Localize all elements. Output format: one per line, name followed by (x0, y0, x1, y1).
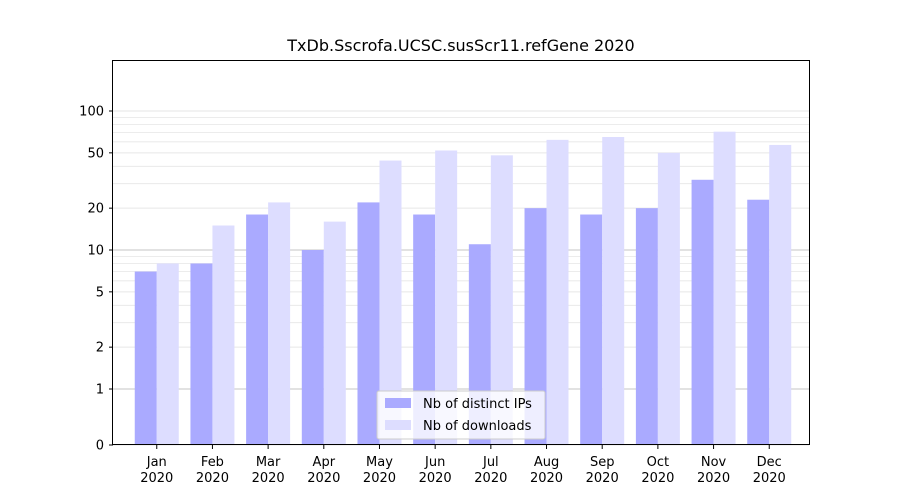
bar-downloads (212, 225, 235, 445)
bar-downloads (268, 202, 291, 445)
bar-distinct-ips (580, 214, 603, 445)
bar-distinct-ips (524, 208, 547, 445)
y-tick-label: 10 (87, 244, 104, 259)
y-tick-label: 50 (87, 146, 104, 161)
bar-distinct-ips (635, 208, 658, 445)
x-tick-year-label: 2020 (586, 471, 619, 486)
x-tick-label: Sep (590, 455, 615, 470)
chart-title: TxDb.Sscrofa.UCSC.susScr11.refGene 2020 (286, 36, 634, 55)
x-tick-year-label: 2020 (140, 471, 173, 486)
x-tick-label: Jun (424, 455, 445, 470)
bar-downloads (156, 263, 179, 445)
legend-label-downloads: Nb of downloads (423, 419, 532, 434)
bar-downloads (602, 137, 625, 445)
legend-swatch-downloads (385, 420, 411, 430)
bar-downloads (657, 152, 680, 445)
bar-downloads (379, 160, 402, 446)
x-tick-label: Dec (757, 455, 782, 470)
legend-swatch-ips (385, 398, 411, 408)
x-tick-label: Jan (146, 455, 167, 470)
x-tick-year-label: 2020 (419, 471, 452, 486)
x-tick-label: Jul (482, 455, 499, 470)
bar-downloads (323, 221, 346, 445)
bar-distinct-ips (357, 202, 380, 445)
bar-distinct-ips (413, 214, 436, 445)
x-tick-year-label: 2020 (252, 471, 285, 486)
bar-downloads (546, 139, 569, 446)
bars (134, 131, 792, 446)
x-tick-year-label: 2020 (474, 471, 507, 486)
x-tick-label: Mar (256, 455, 281, 470)
x-tick-label: May (366, 455, 393, 470)
bar-downloads (435, 150, 458, 446)
bar-downloads (490, 155, 513, 445)
legend-box (376, 390, 546, 440)
legend: Nb of distinct IPs Nb of downloads (376, 390, 546, 440)
y-tick-label: 2 (96, 341, 104, 356)
bar-distinct-ips (190, 263, 213, 445)
bar-distinct-ips (747, 199, 770, 445)
x-axis: Jan2020Feb2020Mar2020Apr2020May2020Jun20… (140, 445, 786, 486)
x-tick-label: Apr (313, 455, 336, 470)
x-tick-year-label: 2020 (641, 471, 674, 486)
x-tick-label: Nov (701, 455, 727, 470)
y-tick-label: 1 (96, 383, 104, 398)
y-tick-label: 100 (79, 105, 104, 120)
bar-downloads (769, 144, 792, 445)
bar-distinct-ips (301, 250, 324, 445)
x-tick-year-label: 2020 (307, 471, 340, 486)
x-tick-label: Aug (534, 455, 559, 470)
x-tick-year-label: 2020 (753, 471, 786, 486)
x-tick-year-label: 2020 (697, 471, 730, 486)
x-tick-label: Feb (201, 455, 224, 470)
bar-downloads (713, 131, 736, 445)
x-tick-year-label: 2020 (363, 471, 396, 486)
legend-label-ips: Nb of distinct IPs (423, 397, 532, 412)
y-axis: 0 1 2 5 10 20 50 100 (79, 105, 113, 454)
plot-frame (112, 60, 810, 445)
bar-distinct-ips (246, 214, 269, 445)
y-tick-label: 20 (87, 202, 104, 217)
y-tick-label: 5 (96, 285, 104, 300)
bar-distinct-ips (134, 271, 157, 445)
x-tick-label: Oct (647, 455, 669, 470)
x-tick-year-label: 2020 (196, 471, 229, 486)
x-tick-year-label: 2020 (530, 471, 563, 486)
bar-distinct-ips (691, 179, 714, 445)
y-tick-label: 0 (96, 439, 104, 454)
